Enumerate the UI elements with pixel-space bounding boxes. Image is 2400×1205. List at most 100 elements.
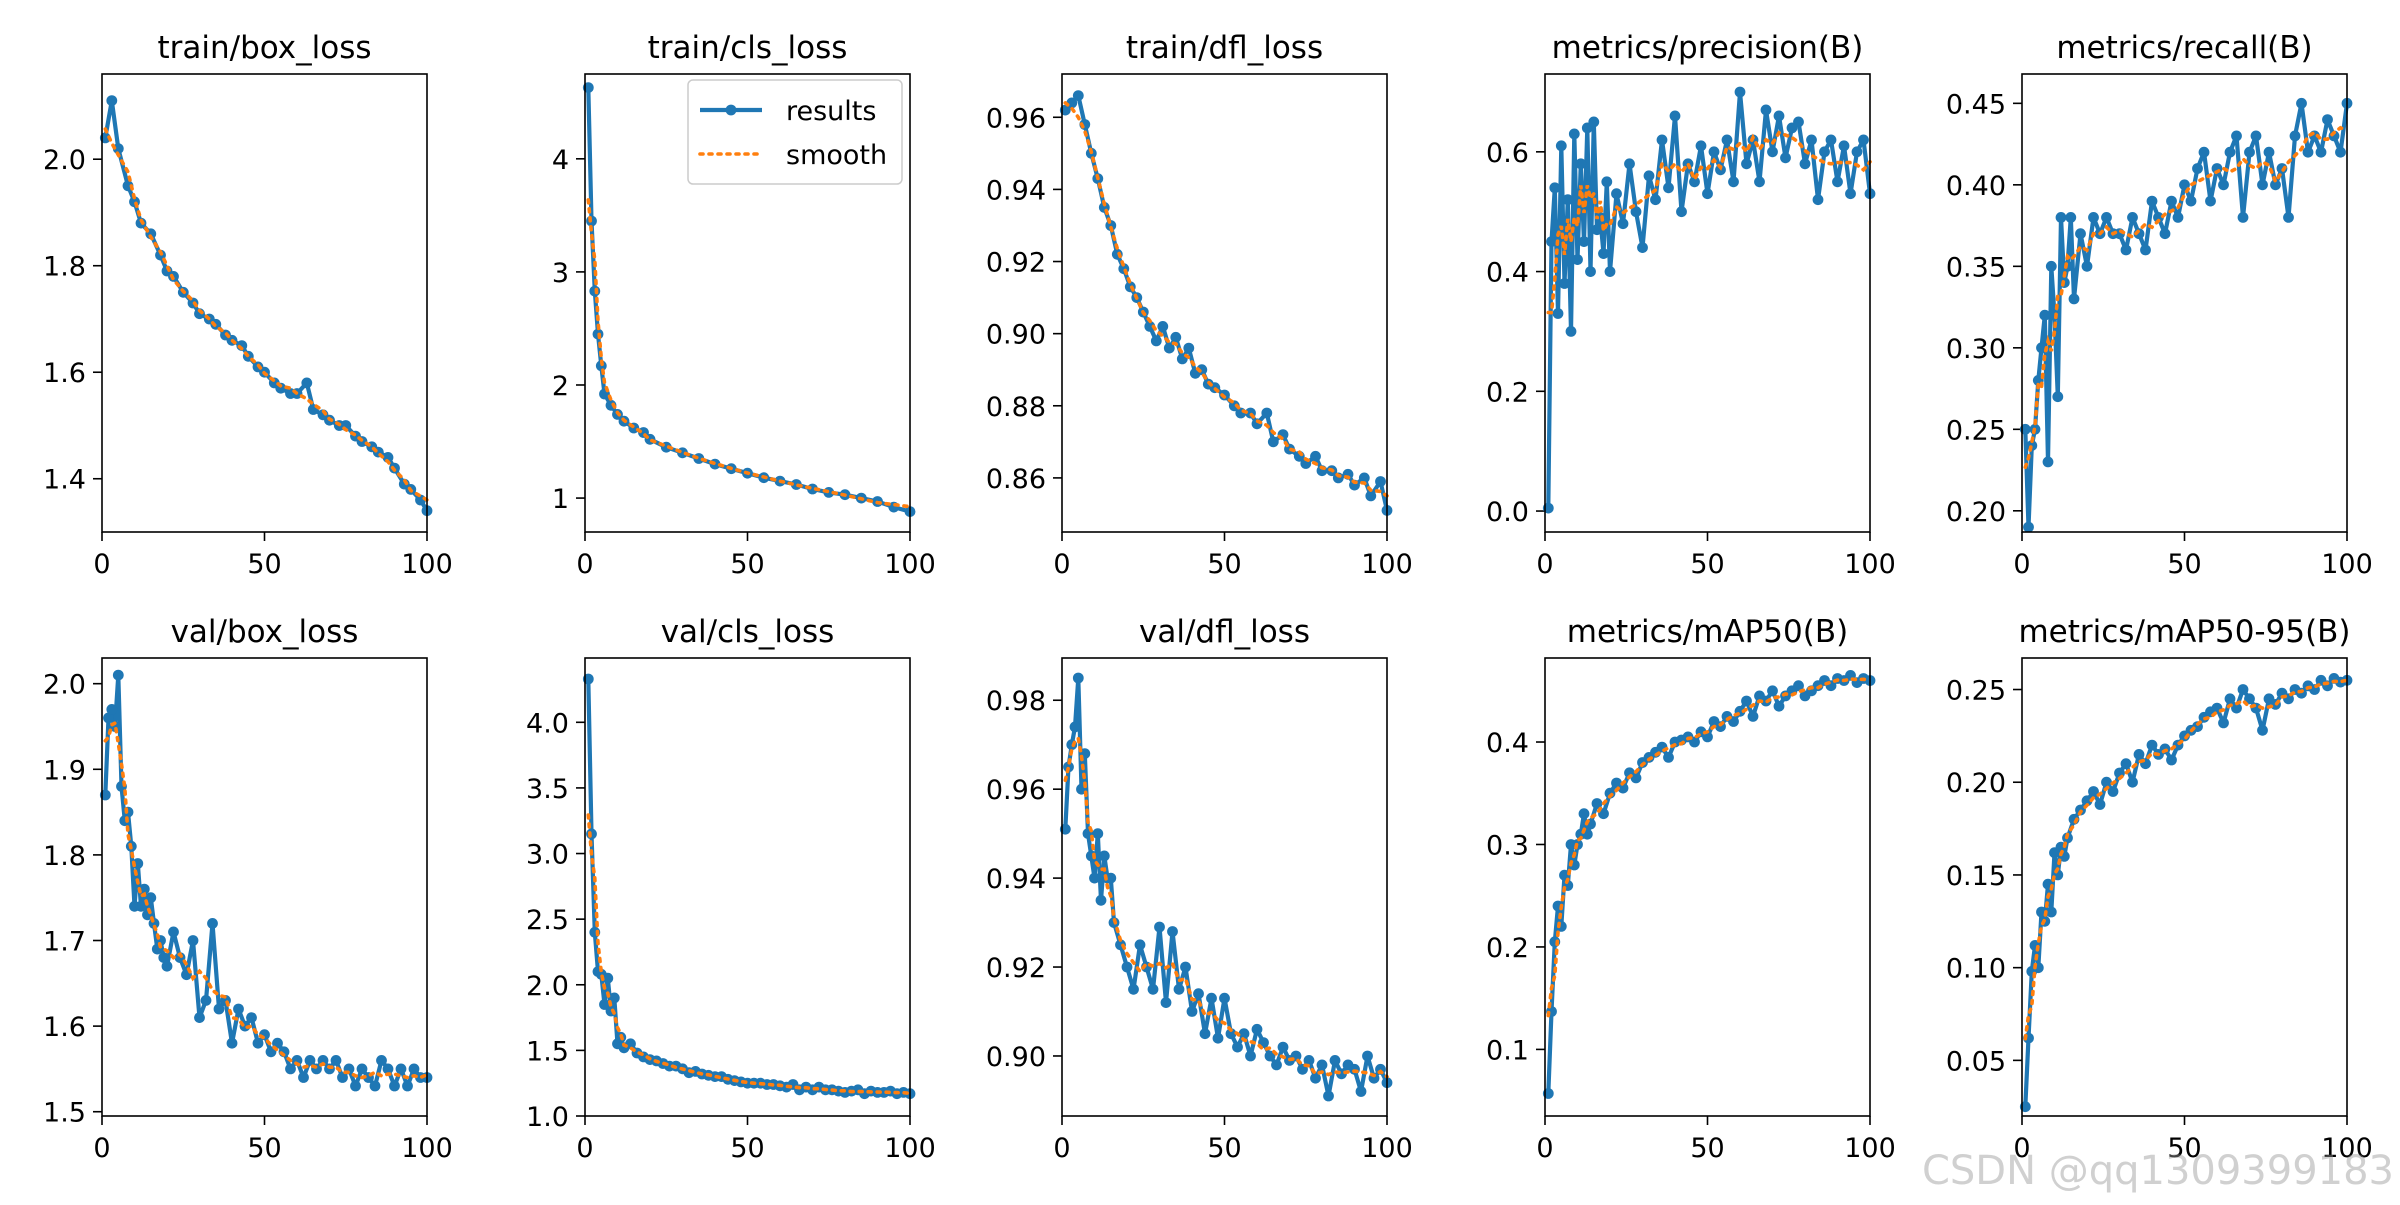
plot-frame bbox=[584, 73, 911, 533]
x-tick-label: 50 bbox=[1207, 1133, 1241, 1164]
data-point bbox=[1144, 321, 1156, 332]
data-point bbox=[2166, 195, 2177, 207]
chart-title: metrics/recall(B) bbox=[2056, 30, 2312, 66]
data-point bbox=[1669, 110, 1681, 122]
data-point bbox=[2055, 212, 2067, 223]
chart-title: metrics/mAP50-95(B) bbox=[2018, 614, 2350, 650]
y-tick-label: 4 bbox=[552, 145, 569, 176]
data-point bbox=[408, 1063, 420, 1075]
data-point bbox=[1303, 1055, 1315, 1066]
x-tick-label: 50 bbox=[2167, 1133, 2201, 1164]
legend-label-smooth: smooth bbox=[786, 140, 887, 171]
data-point bbox=[135, 900, 147, 912]
y-tick-label: 0.92 bbox=[986, 248, 1046, 279]
data-point bbox=[1747, 711, 1759, 722]
data-point bbox=[1819, 146, 1830, 158]
x-tick-label: 0 bbox=[1536, 1133, 1553, 1164]
data-point bbox=[395, 1063, 407, 1075]
data-point bbox=[1630, 206, 1642, 218]
data-point bbox=[1245, 1050, 1256, 1062]
y-tick-label: 0.10 bbox=[1946, 954, 2006, 985]
data-point bbox=[1219, 992, 1230, 1004]
data-point bbox=[1780, 152, 1791, 164]
data-point bbox=[1851, 146, 1863, 158]
y-tick-label: 0.05 bbox=[1946, 1046, 2006, 1077]
y-tick-label: 0.94 bbox=[986, 864, 1046, 895]
data-point bbox=[2185, 195, 2197, 207]
data-point bbox=[2146, 195, 2158, 207]
data-point bbox=[1832, 176, 1843, 188]
y-tick-label: 1.6 bbox=[43, 1012, 86, 1043]
data-point bbox=[2127, 776, 2138, 788]
y-tick-label: 0.1 bbox=[1486, 1035, 1529, 1066]
y-tick-label: 3.0 bbox=[526, 840, 569, 871]
data-point bbox=[1734, 86, 1746, 98]
data-point bbox=[602, 972, 614, 984]
x-tick-label: 100 bbox=[1361, 1133, 1413, 1164]
data-point bbox=[1167, 926, 1178, 937]
data-point bbox=[1799, 158, 1811, 170]
chart-title: val/cls_loss bbox=[661, 614, 835, 650]
data-point bbox=[1134, 939, 1146, 951]
data-point bbox=[2283, 212, 2294, 223]
data-point bbox=[2068, 293, 2080, 305]
data-point bbox=[1310, 450, 1321, 462]
y-tick-label: 2.0 bbox=[43, 145, 86, 176]
data-point bbox=[1630, 772, 1642, 784]
data-point bbox=[1812, 194, 1824, 206]
x-tick-label: 50 bbox=[1207, 549, 1241, 580]
x-tick-label: 50 bbox=[1690, 549, 1724, 580]
data-point bbox=[2127, 212, 2138, 223]
data-point bbox=[2315, 146, 2327, 158]
y-tick-label: 1.9 bbox=[43, 755, 86, 786]
chart-panel: metrics/precision(B) 0 50 100 0.0 0.2 0.4 0.6 bbox=[1486, 30, 1896, 580]
data-point bbox=[1838, 140, 1850, 152]
x-tick-label: 0 bbox=[93, 549, 110, 580]
data-point bbox=[1375, 476, 1386, 487]
y-tick-label: 0.25 bbox=[1946, 676, 2006, 707]
data-point bbox=[317, 1055, 329, 1066]
data-point bbox=[608, 992, 620, 1004]
data-point bbox=[207, 918, 218, 929]
chart-panel: metrics/mAP50(B) 0 50 100 0.1 0.2 0.3 0.4 bbox=[1486, 614, 1896, 1164]
x-tick-label: 100 bbox=[401, 1133, 453, 1164]
data-point bbox=[200, 995, 212, 1006]
data-point bbox=[1180, 961, 1191, 973]
data-point bbox=[1767, 146, 1778, 158]
data-point bbox=[1251, 1023, 1263, 1035]
data-point bbox=[158, 952, 170, 963]
data-point bbox=[2075, 228, 2086, 240]
data-point bbox=[298, 1072, 309, 1083]
y-tick-label: 3 bbox=[552, 258, 569, 289]
data-point bbox=[2107, 786, 2119, 797]
x-tick-label: 0 bbox=[1536, 549, 1553, 580]
data-point bbox=[2218, 717, 2229, 729]
y-tick-label: 0.4 bbox=[1486, 728, 1529, 759]
y-tick-label: 0.96 bbox=[986, 775, 1046, 806]
y-tick-label: 0.90 bbox=[986, 320, 1046, 351]
chart-title: val/box_loss bbox=[171, 614, 359, 650]
plot-frame bbox=[1061, 657, 1388, 1117]
chart-title: metrics/precision(B) bbox=[1552, 30, 1864, 66]
x-tick-label: 100 bbox=[1361, 549, 1413, 580]
data-point bbox=[145, 892, 157, 904]
data-point bbox=[106, 704, 118, 715]
data-point bbox=[2133, 749, 2145, 760]
data-point bbox=[2045, 260, 2057, 272]
data-point bbox=[2237, 684, 2249, 695]
y-tick-label: 4.0 bbox=[526, 708, 569, 739]
data-point bbox=[2052, 391, 2064, 403]
plot-frame bbox=[101, 73, 428, 533]
y-tick-label: 0.86 bbox=[986, 464, 1046, 495]
x-tick-label: 100 bbox=[884, 549, 936, 580]
x-tick-label: 100 bbox=[1844, 549, 1896, 580]
data-point bbox=[1591, 224, 1603, 236]
y-tick-label: 0.40 bbox=[1946, 171, 2006, 202]
plot-frame bbox=[1061, 73, 1388, 533]
data-point bbox=[1323, 1090, 1334, 1102]
y-tick-label: 1.5 bbox=[43, 1098, 86, 1129]
data-point bbox=[1572, 254, 1583, 265]
data-point bbox=[1271, 1059, 1282, 1071]
data-point bbox=[304, 1055, 316, 1066]
legend-label-results: results bbox=[786, 96, 876, 127]
